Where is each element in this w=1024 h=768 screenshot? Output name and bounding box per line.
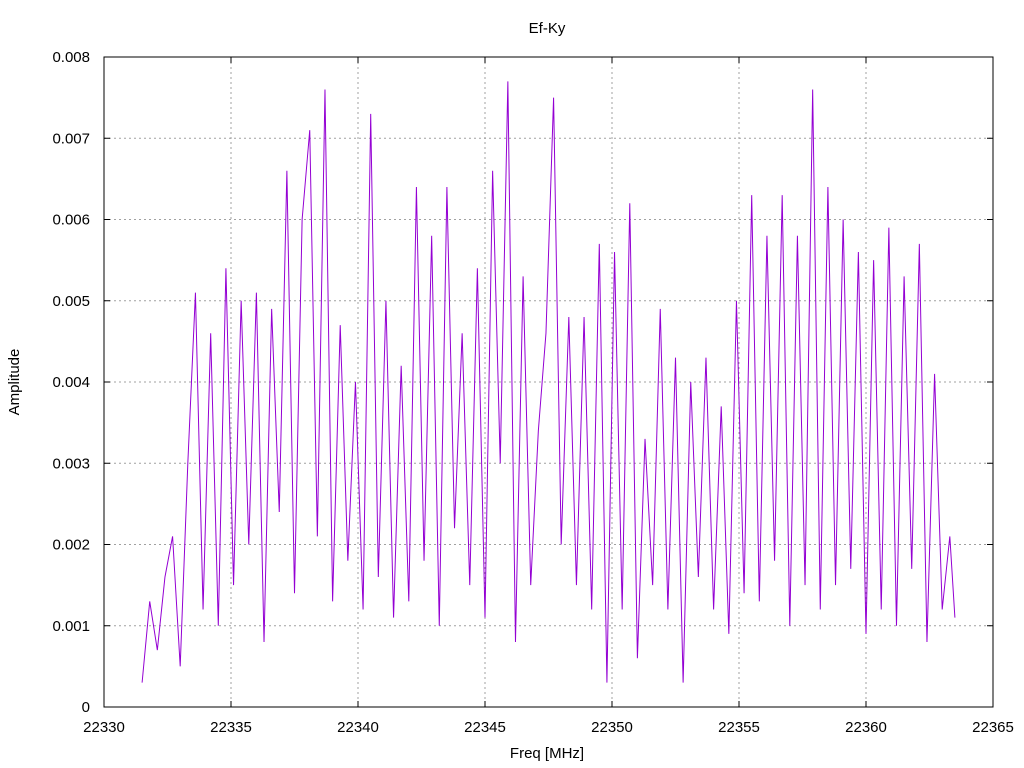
- y-axis-label: Amplitude: [6, 349, 23, 416]
- x-tick-label: 22365: [972, 719, 1014, 736]
- x-axis-label: Freq [MHz]: [510, 745, 584, 762]
- y-tick-label: 0: [82, 699, 90, 716]
- y-tick-label: 0.007: [52, 130, 90, 147]
- y-tick-label: 0.006: [52, 212, 90, 229]
- y-tick-label: 0.008: [52, 49, 90, 66]
- x-tick-label: 22340: [337, 719, 379, 736]
- ticks: [103, 56, 994, 708]
- grid: [104, 57, 993, 707]
- x-tick-label: 22335: [210, 719, 252, 736]
- tick-labels: 22330 22335 22340 22345 22350 22355 22360 22365…: [52, 49, 1013, 736]
- x-tick-label: 22355: [718, 719, 760, 736]
- chart-title: Ef-Ky: [529, 20, 566, 37]
- y-tick-label: 0.004: [52, 374, 90, 391]
- y-tick-label: 0.002: [52, 537, 90, 554]
- x-tick-label: 22345: [464, 719, 506, 736]
- y-tick-label: 0.001: [52, 618, 90, 635]
- series-layer: [141, 81, 956, 683]
- x-tick-label: 22360: [845, 719, 887, 736]
- y-tick-label: 0.005: [52, 293, 90, 310]
- y-tick-label: 0.003: [52, 455, 90, 472]
- x-tick-label: 22350: [591, 719, 633, 736]
- x-tick-label: 22330: [83, 719, 125, 736]
- series-line-0: [141, 81, 956, 683]
